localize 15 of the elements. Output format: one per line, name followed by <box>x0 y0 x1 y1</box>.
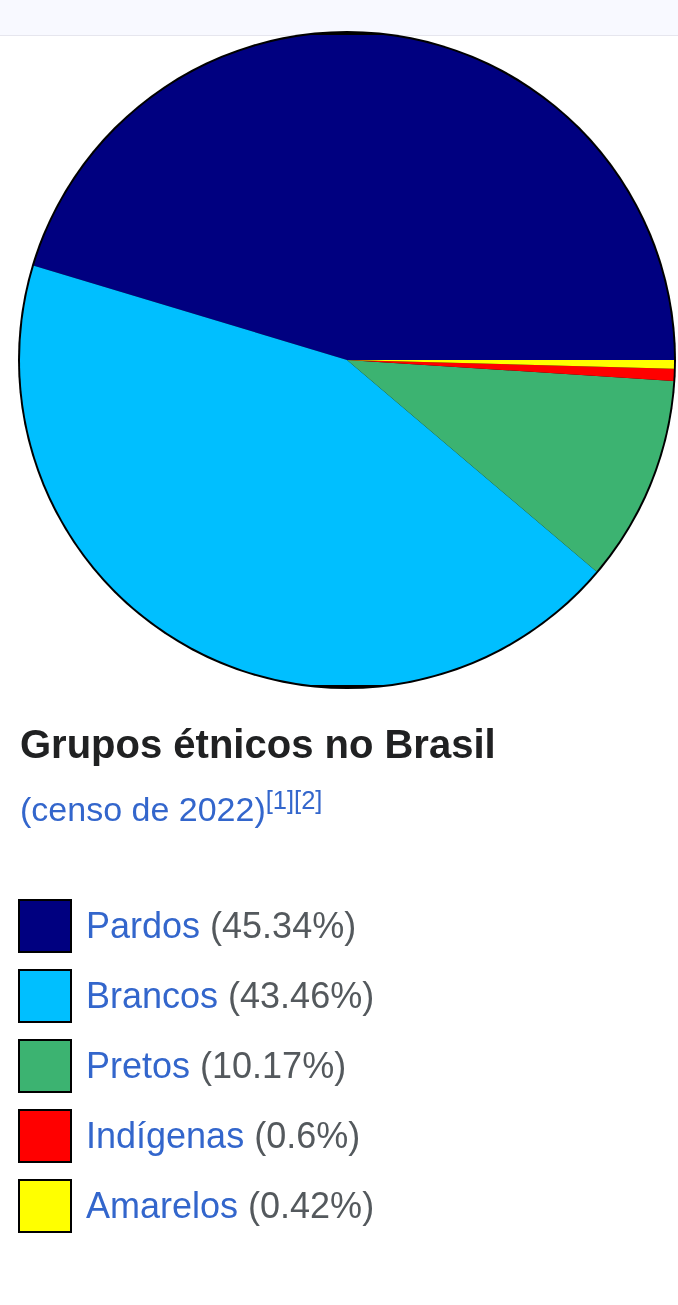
data-label: (10.17%) <box>199 1045 347 1087</box>
text: Grupos étnicos no Brasil <box>20 722 496 767</box>
pie-slice <box>347 360 674 572</box>
legend-label: Brancos <box>86 975 219 1017</box>
pie-slice <box>20 265 597 685</box>
pie-slice <box>33 35 674 360</box>
legend-label: Pardos <box>86 905 201 947</box>
legend-label: Pretos <box>86 1045 191 1087</box>
legend-label: Amarelos <box>86 1185 239 1227</box>
data-label: (0.42%) <box>247 1185 375 1227</box>
legend-label: Indígenas <box>86 1115 245 1157</box>
text: (censo de 2022)$^{[1][2]}$ <box>20 786 323 830</box>
data-label: (45.34%) <box>209 905 357 947</box>
data-label: (43.46%) <box>227 975 375 1017</box>
data-label: (0.6%) <box>253 1115 361 1157</box>
